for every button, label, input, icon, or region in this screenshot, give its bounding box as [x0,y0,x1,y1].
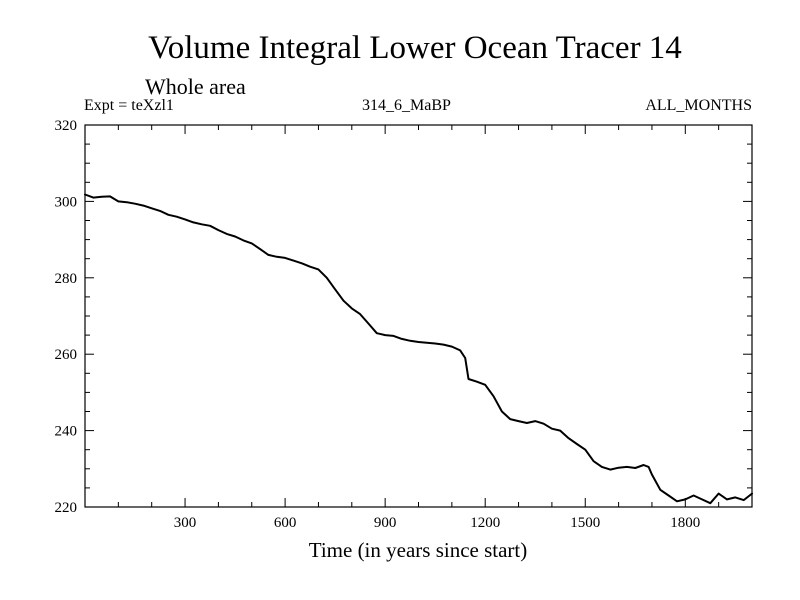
x-axis-label: Time (in years since start) [309,538,528,562]
months-label: ALL_MONTHS [645,97,752,114]
y-tick-label: 220 [55,500,78,516]
series-line [84,193,753,505]
x-tick-label: 1200 [470,515,500,531]
chart-subtitle: Whole area [145,74,246,99]
y-tick-label: 300 [55,194,78,210]
x-tick-label: 1500 [570,515,600,531]
y-axis: 220 240 260 280 300 320 [55,118,752,516]
period-label: 314_6_MaBP [362,97,451,114]
y-tick-label: 280 [55,271,78,287]
x-axis: 300 600 900 1200 1500 1800 [117,125,720,531]
series-layer [84,193,753,505]
x-tick-label: 600 [274,515,297,531]
plot-frame [84,124,753,508]
y-tick-label: 260 [55,347,78,363]
x-tick-label: 1800 [670,515,700,531]
x-tick-label: 300 [174,515,197,531]
y-tick-label: 320 [55,118,78,134]
y-tick-label: 240 [55,424,78,440]
x-tick-label: 900 [374,515,397,531]
experiment-label: Expt = teXzl1 [84,97,174,114]
chart-title: Volume Integral Lower Ocean Tracer 14 [148,30,682,66]
